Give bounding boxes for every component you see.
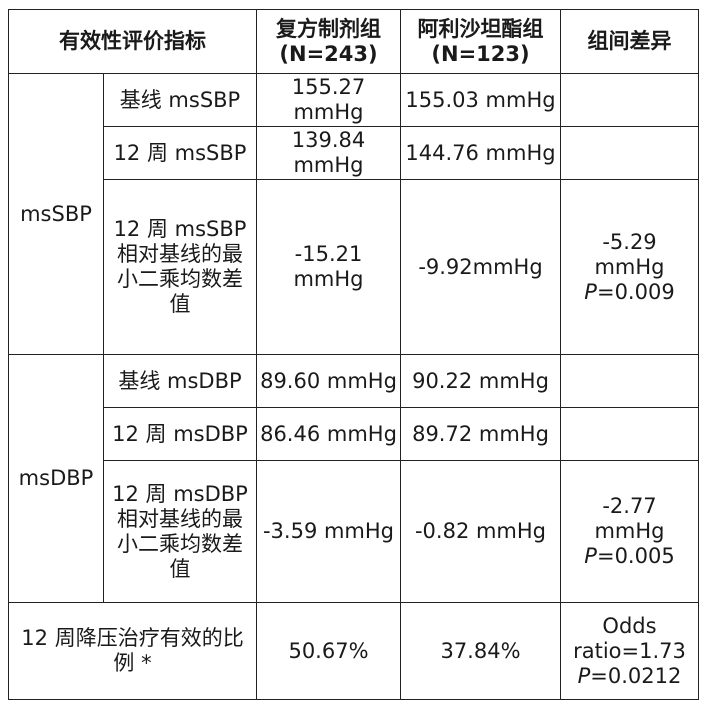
cell-diff — [560, 407, 699, 461]
row-name: 12 周 msSBP — [103, 126, 257, 180]
table-row: 12 周 msDBP 相对基线的最小二乘均数差值 -3.59 mmHg -0.8… — [9, 460, 699, 603]
header-group2: 阿利沙坦酯组 (N=123) — [400, 9, 561, 74]
row-name: 12 周 msDBP 相对基线的最小二乘均数差值 — [103, 460, 257, 603]
header-row: 有效性评价指标 复方制剂组 (N=243) 阿利沙坦酯组 (N=123) 组间差异 — [8, 9, 699, 74]
table-row: 12 周 msSBP 139.84 mmHg 144.76 mmHg — [9, 126, 699, 180]
cell-g1: 89.60 mmHg — [256, 354, 401, 408]
cell-g2: 89.72 mmHg — [400, 407, 561, 461]
table-row: 12 周 msDBP 86.46 mmHg 89.72 mmHg — [9, 407, 699, 461]
cell-diff — [560, 354, 699, 408]
header-diff: 组间差异 — [560, 9, 699, 74]
row-name: 12 周 msDBP — [103, 407, 257, 461]
row-name: 12 周 msSBP 相对基线的最小二乘均数差值 — [103, 179, 257, 355]
table-row: msSBP 基线 msSBP 155.27 mmHg 155.03 mmHg — [8, 73, 699, 355]
cell-g2: 155.03 mmHg — [400, 73, 561, 127]
table-row: 12 周降压治疗有效的比例 * 50.67% 37.84% Odds ratio… — [8, 602, 699, 700]
dbp-label: msDBP — [8, 354, 104, 603]
cell-g2: 37.84% — [400, 602, 561, 700]
cell-g1: 50.67% — [256, 602, 401, 700]
cell-diff — [560, 73, 699, 127]
cell-g1: 86.46 mmHg — [256, 407, 401, 461]
header-group1: 复方制剂组 (N=243) — [256, 9, 401, 74]
row-name: 基线 msDBP — [103, 354, 257, 408]
cell-diff: -2.77 mmHg P=0.005 — [560, 460, 699, 603]
efficacy-table: 有效性评价指标 复方制剂组 (N=243) 阿利沙坦酯组 (N=123) 组间差异 … — [8, 9, 699, 700]
cell-g2: -9.92mmHg — [400, 179, 561, 355]
cell-g1: 139.84 mmHg — [256, 126, 401, 180]
cell-g2: 144.76 mmHg — [400, 126, 561, 180]
cell-g1: -3.59 mmHg — [256, 460, 401, 603]
table-row: msDBP 基线 msDBP 89.60 mmHg 90.22 mmHg — [8, 354, 699, 603]
header-indicator: 有效性评价指标 — [8, 9, 257, 74]
cell-g2: 90.22 mmHg — [400, 354, 561, 408]
row-name: 12 周降压治疗有效的比例 * — [8, 602, 257, 700]
table-row: 12 周 msSBP 相对基线的最小二乘均数差值 -15.21 mmHg -9.… — [9, 179, 699, 355]
cell-g2: -0.82 mmHg — [400, 460, 561, 603]
cell-diff: Odds ratio=1.73 P=0.0212 — [560, 602, 699, 700]
cell-g1: 155.27 mmHg — [256, 73, 401, 127]
row-name: 基线 msSBP — [103, 73, 257, 127]
cell-diff — [560, 126, 699, 180]
cell-diff: -5.29 mmHg P=0.009 — [560, 179, 699, 355]
sbp-label: msSBP — [8, 73, 104, 355]
cell-g1: -15.21 mmHg — [256, 179, 401, 355]
